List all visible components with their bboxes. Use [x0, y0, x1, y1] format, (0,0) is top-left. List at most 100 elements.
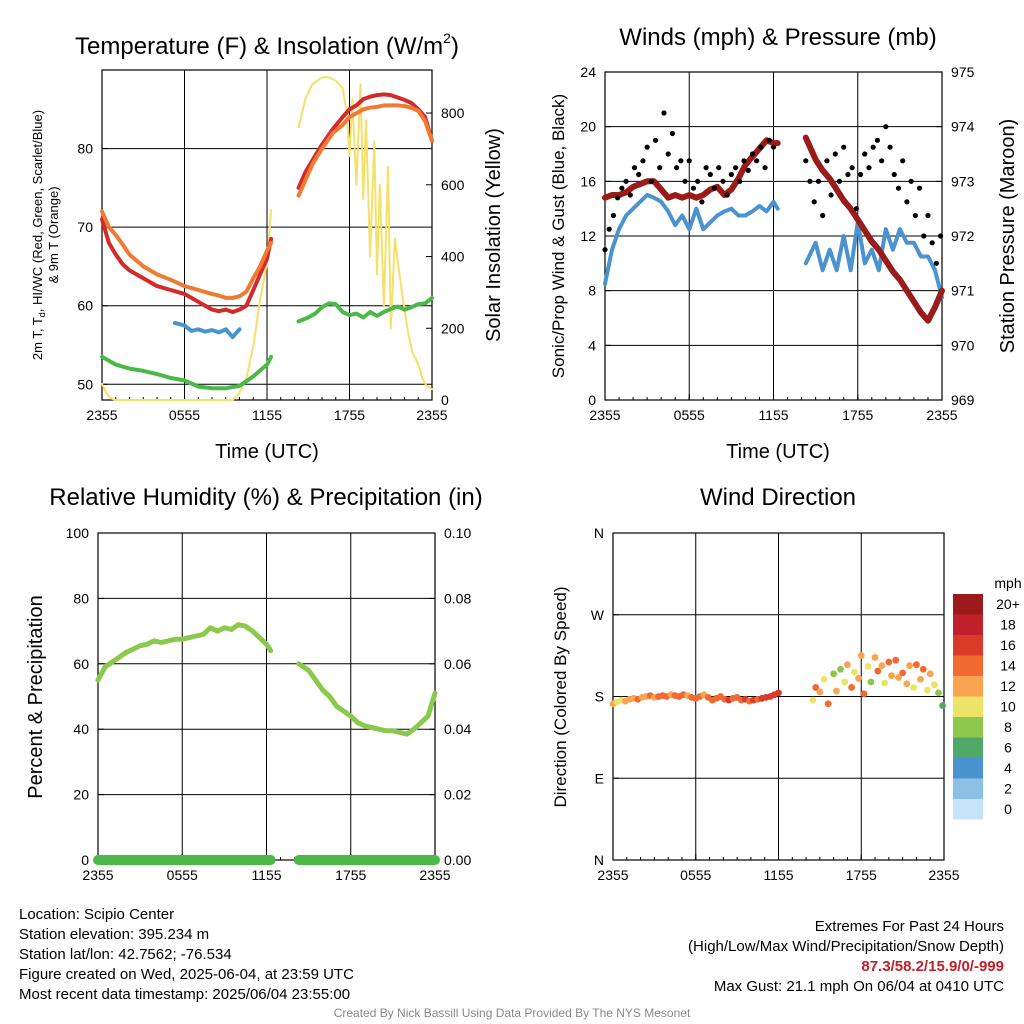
legend-swatch — [953, 676, 983, 697]
gust-point — [811, 199, 817, 205]
direction-point — [855, 674, 862, 682]
legend-swatch — [953, 696, 983, 717]
direction-point — [867, 678, 875, 686]
pressure-line — [802, 134, 945, 324]
y-tick-label: 0 — [588, 392, 596, 408]
wind-speed-line — [603, 193, 780, 286]
y2-tick-label: 0.04 — [444, 721, 471, 737]
y2-tick-label: 400 — [441, 249, 465, 265]
direction-point — [926, 670, 934, 678]
direction-point — [844, 661, 851, 669]
y2-tick-label: 200 — [441, 320, 465, 336]
gust-point — [862, 151, 868, 157]
gust-point — [627, 192, 633, 198]
direction-point — [848, 684, 855, 691]
gust-point — [807, 178, 813, 184]
info-timestamp: Most recent data timestamp: 2025/06/04 2… — [19, 986, 351, 1003]
gust-point — [853, 206, 859, 212]
y-tick-label: 4 — [588, 337, 596, 353]
x-tick-label: 0555 — [680, 867, 711, 883]
direction-point — [878, 662, 886, 670]
hiwc-line — [172, 321, 242, 340]
legend-title: mph — [994, 575, 1021, 591]
gust-point — [874, 137, 881, 143]
direction-point — [809, 696, 817, 704]
gust-point — [887, 144, 893, 150]
legend-swatch — [953, 594, 983, 615]
direction-point — [841, 678, 849, 686]
gust-point — [857, 171, 864, 178]
x-tick-label: 1755 — [335, 867, 366, 883]
direction-point — [910, 684, 918, 691]
winds-ylabel: Sonic/Prop Wind & Gust (Blue, Black) — [549, 94, 568, 378]
gust-point — [762, 165, 768, 171]
direction-point — [939, 702, 947, 709]
gust-point — [661, 110, 667, 116]
legend-swatch — [953, 758, 983, 779]
gust-point — [832, 151, 838, 157]
direction-point — [906, 662, 913, 670]
direction-point — [812, 684, 820, 691]
legend-swatch — [953, 737, 983, 758]
direction-point — [899, 669, 907, 677]
gust-point — [766, 137, 772, 143]
gust-point — [737, 178, 743, 184]
y-tick-label: 40 — [73, 721, 89, 737]
legend-label: 6 — [1004, 740, 1012, 756]
legend-label: 0 — [1004, 801, 1012, 817]
direction-point — [935, 689, 942, 697]
direction-point — [837, 665, 844, 673]
x-tick-label: 2355 — [597, 867, 628, 883]
direction-point — [917, 675, 924, 683]
gust-point — [665, 151, 671, 157]
legend-label: 18 — [1000, 617, 1016, 633]
insolation-line — [101, 208, 273, 401]
gust-point — [925, 212, 931, 219]
credit-line: Created By Nick Bassill Using Data Provi… — [333, 1006, 691, 1020]
gust-point — [929, 240, 935, 246]
direction-point — [881, 679, 889, 687]
extremes-info: Extremes For Past 24 Hours (High/Low/Max… — [688, 917, 1004, 997]
gust-point — [648, 178, 654, 184]
x-tick-label: 2355 — [928, 867, 959, 883]
y-tick-label: 80 — [77, 141, 93, 157]
temperature-y2label: Solar Insolation (Yellow) — [483, 128, 505, 342]
t2m-line — [100, 217, 274, 314]
x-tick-label: 2355 — [86, 407, 117, 423]
y-tick-label: 16 — [580, 173, 596, 189]
gust-point — [937, 233, 944, 239]
x-tick-label: 0555 — [674, 407, 705, 423]
y2-tick-label: 800 — [441, 105, 465, 121]
y2-tick-label: 974 — [951, 119, 975, 135]
gust-point — [849, 165, 855, 171]
winds-xlabel: Time (UTC) — [726, 441, 830, 463]
x-tick-label: 1155 — [251, 867, 281, 883]
legend-label: 10 — [1000, 699, 1016, 715]
y2-tick-label: 975 — [951, 64, 975, 80]
y2-tick-label: 970 — [951, 337, 975, 353]
gust-point — [933, 260, 939, 266]
gust-point — [754, 158, 760, 164]
temperature-panel: 2355 0555 1155 1755 235550607080020040060080… — [30, 30, 505, 463]
winds-y2label: Station Pressure (Maroon) — [997, 119, 1019, 354]
direction-point — [864, 663, 872, 670]
temperature-ylabel: 2m T, Td, HI/WC (Red, Green, Scarlet/Blu… — [30, 110, 47, 360]
temperature-xlabel: Time (UTC) — [215, 441, 319, 463]
max-gust: Max Gust: 21.1 mph On 06/04 at 0410 UTC — [713, 978, 1004, 995]
direction-point — [833, 687, 840, 695]
gust-point — [623, 178, 629, 184]
legend-swatch — [953, 778, 983, 799]
gust-point — [745, 167, 751, 173]
y-tick-label: S — [595, 689, 604, 705]
x-tick-label: 2355 — [419, 867, 450, 883]
td-line — [296, 295, 434, 324]
x-tick-label: 2355 — [416, 407, 447, 423]
direction-point — [895, 674, 902, 681]
direction-point — [830, 670, 838, 678]
y-tick-label: 70 — [77, 219, 93, 235]
legend-swatch — [953, 655, 983, 676]
direction-point — [888, 672, 895, 680]
direction-point — [874, 667, 882, 675]
direction-point — [820, 675, 828, 683]
